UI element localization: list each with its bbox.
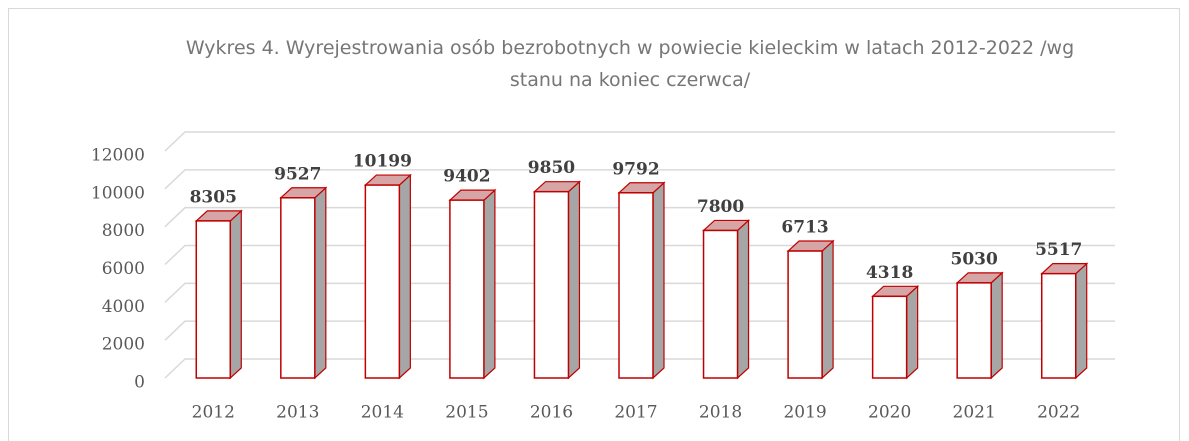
bar [871,295,908,379]
value-label: 10199 [353,152,412,172]
bar-side [652,181,665,380]
value-label: 9850 [528,158,575,178]
grid-line [164,206,1115,228]
bar-side [567,180,581,380]
y-tick-label: 4000 [102,297,145,317]
bar-side [1075,262,1088,380]
x-tick-label: 2013 [276,403,319,423]
x-tick-label: 2015 [445,403,488,423]
y-tick-label: 2000 [102,335,145,355]
value-label: 5517 [1035,240,1082,260]
chart-border [8,8,1180,441]
value-label: 4318 [866,263,913,283]
bar [195,220,232,379]
grid-line [164,169,1115,190]
value-label: 9792 [612,159,659,179]
x-tick-label: 2019 [783,403,826,423]
x-tick-label: 2016 [530,403,573,423]
bar-side [736,219,750,380]
y-tick-label: 0 [134,373,145,393]
bar-side [229,209,242,380]
bar [533,190,570,379]
x-tick-label: 2022 [1037,403,1080,423]
bar [787,250,823,379]
bar-side [821,239,834,380]
bar-side [398,173,411,380]
bar [449,199,485,379]
x-tick-label: 2012 [192,403,235,423]
bar-side [906,284,919,380]
bar [364,184,401,379]
x-tick-label: 2014 [361,403,404,423]
value-label: 9527 [274,164,321,184]
bar [702,229,739,379]
bar-side [483,188,496,380]
value-label: 9402 [443,167,490,187]
bar [618,192,654,379]
value-label: 7800 [697,197,744,217]
y-tick-label: 12000 [91,146,145,166]
y-tick-label: 8000 [102,221,145,241]
bar-side [314,186,327,380]
grid-line [164,131,1115,152]
x-tick-label: 2020 [868,403,911,423]
value-label: 5030 [951,249,998,269]
value-label: 8305 [190,187,237,207]
x-tick-label: 2017 [614,403,657,423]
bar [1040,272,1077,379]
y-tick-label: 10000 [91,183,145,203]
chart-title: Wykres 4. Wyrejestrowania osób bezrobotn… [185,37,1075,91]
bar [280,197,316,379]
x-tick-label: 2021 [953,403,996,423]
value-label: 6713 [781,218,828,238]
x-tick-label: 2018 [699,403,742,423]
bar-side [990,271,1003,380]
y-tick-label: 6000 [102,259,145,279]
bar [956,282,992,379]
